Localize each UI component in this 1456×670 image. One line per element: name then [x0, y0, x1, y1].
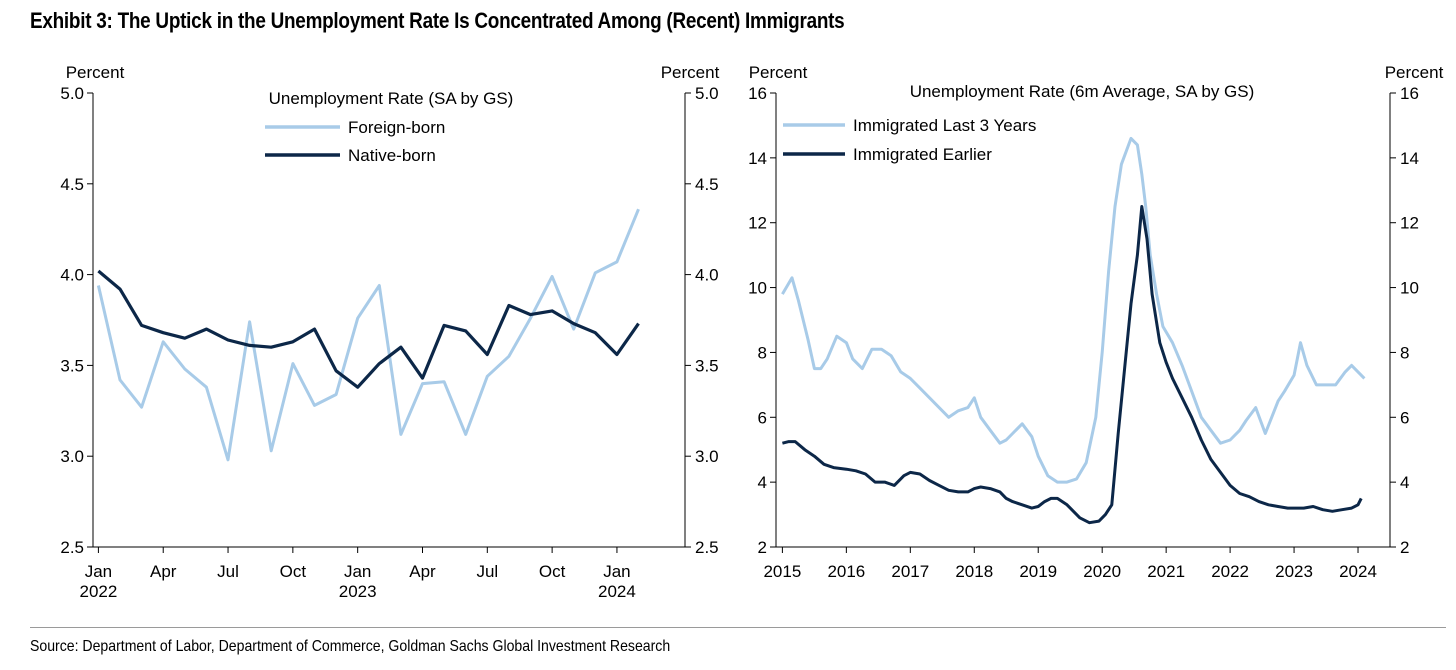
y-tick-label-left: 2	[758, 538, 767, 557]
right-axis-unit: Percent	[1385, 63, 1444, 82]
y-tick-label-left: 14	[748, 149, 767, 168]
x-tick-label: 2024	[1339, 562, 1377, 581]
series-line-native-born	[97, 269, 640, 389]
y-tick-label-left: 6	[758, 408, 767, 427]
y-tick-label-right: 5.0	[695, 84, 719, 103]
x-tick-label: 2019	[1019, 562, 1057, 581]
x-tick-label: 2016	[827, 562, 865, 581]
y-tick-label-left: 4.5	[60, 175, 84, 194]
chart-title: Unemployment Rate (6m Average, SA by GS)	[910, 82, 1255, 101]
left-chart: 2.5 2.5 3.0 3.0 3.5 3.5 4.0 4.0 4.5 4.5 5.0 5.0 Perc…	[60, 63, 719, 601]
source-note: Source: Department of Labor, Department …	[30, 638, 671, 655]
x-tick-label-month: Jan	[344, 562, 371, 581]
x-tick-label: 2015	[763, 562, 801, 581]
x-tick-label: 2018	[955, 562, 993, 581]
x-tick-label-month: Jan	[85, 562, 112, 581]
x-tick-label-month: Oct	[539, 562, 566, 581]
x-tick-label-year: 2024	[598, 582, 636, 601]
y-tick-label-right: 10	[1400, 279, 1419, 298]
y-tick-label-right: 16	[1400, 84, 1419, 103]
x-tick-label-month: Jul	[476, 562, 498, 581]
legend-label-2: Native-born	[348, 146, 436, 165]
x-tick-label-month: Apr	[150, 562, 177, 581]
footer-divider	[30, 627, 1446, 628]
y-tick-label-left: 16	[748, 84, 767, 103]
x-tick-label: 2022	[1211, 562, 1249, 581]
x-tick-label: 2017	[891, 562, 929, 581]
y-tick-label-left: 4	[758, 473, 767, 492]
y-tick-label-left: 4.0	[60, 266, 84, 285]
y-tick-label-right: 4	[1400, 473, 1409, 492]
series-line-immigrated-earlier	[782, 205, 1363, 525]
y-tick-label-right: 4.5	[695, 175, 719, 194]
x-tick-label-year: 2023	[339, 582, 377, 601]
y-tick-label-left: 12	[748, 214, 767, 233]
y-tick-label-left: 2.5	[60, 538, 84, 557]
exhibit-title: Exhibit 3: The Uptick in the Unemploymen…	[30, 8, 845, 33]
y-tick-label-left: 10	[748, 279, 767, 298]
y-tick-label-right: 3.0	[695, 447, 719, 466]
y-tick-label-left: 5.0	[60, 84, 84, 103]
y-tick-label-left: 3.0	[60, 447, 84, 466]
x-tick-label-month: Jan	[603, 562, 630, 581]
x-tick-label-month: Apr	[409, 562, 436, 581]
y-tick-label-right: 2.5	[695, 538, 719, 557]
y-tick-label-right: 14	[1400, 149, 1419, 168]
charts-canvas: 2.5 2.5 3.0 3.0 3.5 3.5 4.0 4.0 4.5 4.5 5.0 5.0 Perc…	[60, 63, 1443, 601]
legend-label-2: Immigrated Earlier	[853, 145, 992, 164]
left-axis-unit: Percent	[749, 63, 808, 82]
right-chart: 2 2 4 4 6 6 8 8 10 10 12 12 14 14 16 16 Percent Percent Un…	[748, 63, 1443, 581]
x-tick-label: 2020	[1083, 562, 1121, 581]
right-axis-unit: Percent	[661, 63, 720, 82]
x-tick-label: 2023	[1275, 562, 1313, 581]
x-tick-label: 2021	[1147, 562, 1185, 581]
x-tick-label-month: Oct	[280, 562, 307, 581]
x-tick-label-month: Jul	[217, 562, 239, 581]
y-tick-label-right: 6	[1400, 408, 1409, 427]
left-axis-unit: Percent	[66, 63, 125, 82]
legend-label-1: Immigrated Last 3 Years	[853, 116, 1036, 135]
legend-label-1: Foreign-born	[348, 118, 445, 137]
y-tick-label-right: 12	[1400, 214, 1419, 233]
y-tick-label-right: 3.5	[695, 356, 719, 375]
y-tick-label-right: 2	[1400, 538, 1409, 557]
chart-title: Unemployment Rate (SA by GS)	[269, 89, 514, 108]
series-line-immigrated-last-3-years	[781, 136, 1366, 484]
y-tick-label-right: 4.0	[695, 266, 719, 285]
y-tick-label-left: 3.5	[60, 356, 84, 375]
y-tick-label-left: 8	[758, 343, 767, 362]
series-line-foreign-born	[96, 208, 640, 462]
x-tick-label-year: 2022	[79, 582, 117, 601]
y-tick-label-right: 8	[1400, 343, 1409, 362]
